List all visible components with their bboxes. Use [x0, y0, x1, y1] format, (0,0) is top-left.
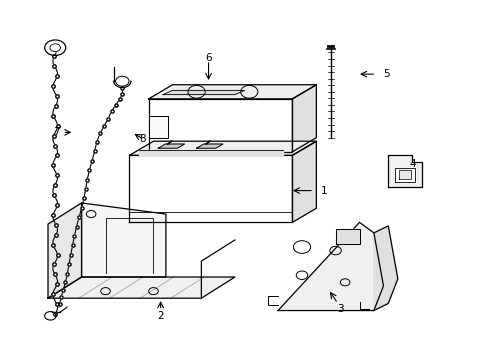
Polygon shape	[48, 277, 234, 298]
Text: 2: 2	[157, 311, 163, 321]
Polygon shape	[129, 155, 292, 222]
Polygon shape	[163, 90, 244, 95]
Text: 6: 6	[205, 53, 211, 63]
Text: 1: 1	[321, 186, 327, 195]
Polygon shape	[373, 226, 397, 311]
Text: 3: 3	[336, 304, 343, 314]
Polygon shape	[148, 85, 316, 99]
Polygon shape	[292, 85, 316, 152]
Polygon shape	[81, 203, 165, 277]
Polygon shape	[398, 170, 410, 179]
Text: 5: 5	[383, 69, 389, 79]
Polygon shape	[129, 141, 316, 155]
Polygon shape	[48, 203, 81, 298]
Text: 4: 4	[409, 159, 416, 169]
Polygon shape	[395, 168, 414, 182]
Polygon shape	[158, 144, 184, 148]
Text: 8: 8	[140, 134, 146, 144]
Text: 7: 7	[53, 127, 60, 138]
Polygon shape	[387, 155, 421, 187]
Polygon shape	[196, 144, 223, 148]
Polygon shape	[148, 99, 292, 152]
Polygon shape	[148, 117, 167, 138]
Polygon shape	[139, 150, 282, 155]
Polygon shape	[335, 229, 359, 243]
Polygon shape	[292, 141, 316, 222]
Polygon shape	[278, 222, 383, 311]
